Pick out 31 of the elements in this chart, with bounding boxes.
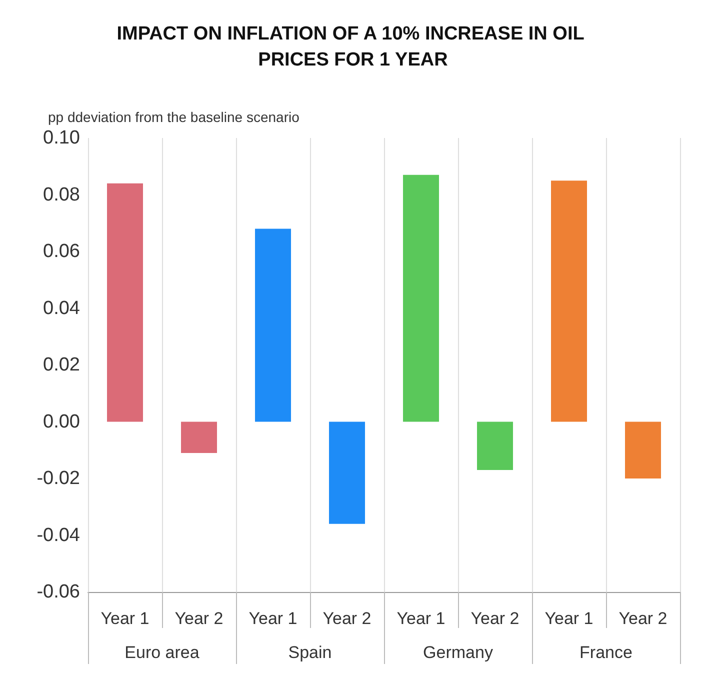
text: Germany [423,643,494,662]
y-tick-label: 0.06 [43,241,80,262]
chart-title: IMPACT ON INFLATION OF A 10% INCREASE IN OIL PRICES FOR 1 YEAR [116,24,590,70]
bar [107,183,143,422]
text: Spain [288,643,332,662]
bar [255,228,291,422]
x-tick-label: Year 1 [248,609,298,628]
y-tick-label: -0.06 [36,582,80,602]
y-axis-title: pp ddeviation from the baseline scenario [48,109,300,125]
y-tick-label: 0.10 [43,128,80,148]
bar [625,422,661,478]
y-tick-label: 0.02 [43,354,80,376]
y-tick-label: 0.00 [43,411,80,432]
bar [477,422,513,470]
text: France [580,643,632,662]
bar [329,422,365,524]
x-tick-label: Year 2 [470,609,520,628]
bar [181,422,217,453]
x-tick-label: Year 2 [174,609,224,628]
x-tick-label: Year 1 [100,609,150,628]
y-tick-label: 0.04 [43,298,80,319]
bar [403,174,439,422]
x-tick-label: Year 1 [396,609,446,628]
y-tick-label: -0.04 [36,524,80,546]
text: Euro area [124,643,200,662]
x-tick-label: Year 2 [322,609,372,628]
y-tick-label: -0.02 [36,468,80,489]
y-tick-label: 0.08 [43,184,80,206]
x-tick-label: Year 2 [618,609,668,628]
x-tick-label: Year 1 [544,609,594,628]
bar [551,180,587,422]
